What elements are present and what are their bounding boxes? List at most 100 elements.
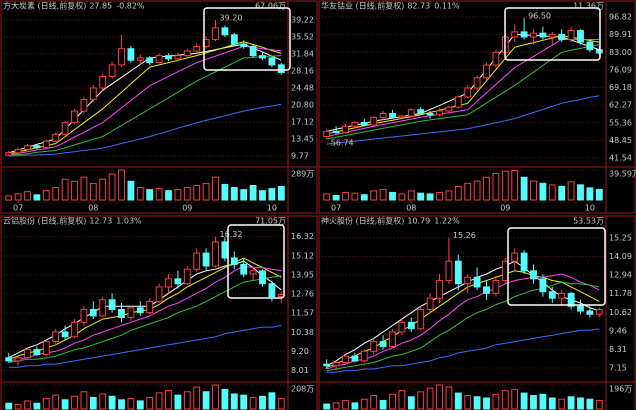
info-label: 71.05万 [255,217,286,226]
volume-bar [483,397,490,410]
volume-bar [464,395,472,410]
candle-body [108,299,116,310]
volume-bar [174,189,182,201]
candle-body [332,130,340,134]
y-tick-label: 48.45 [609,136,632,145]
volume-bar [436,384,443,410]
stock-title: 神火股份 (日线,前复权) [321,216,404,226]
candle-body [323,363,331,367]
moving-average [8,55,282,156]
candle-body [221,27,229,36]
highlight-box [507,227,606,306]
price-change: 0.11% [434,2,460,11]
candle-body [483,64,490,79]
volume-bar [492,172,500,201]
candle-body [548,33,556,38]
candle-body [193,252,201,270]
candle-body [80,308,88,323]
candle-body [332,362,340,367]
candle-body [445,260,453,281]
volume-bar [445,190,453,201]
volume-bar [212,384,219,410]
candle-body [259,270,266,285]
candle-body [436,110,443,116]
y-tick-label: 8.31 [609,345,627,354]
volume-bar [567,181,575,201]
candle-body [174,278,182,285]
candle-body [61,331,69,338]
volume-bar [548,184,556,201]
volume-bar [586,187,594,201]
candle-body [89,308,97,317]
last-price: 12.73 [89,217,112,226]
candle-body [558,292,566,299]
volume-bar [379,399,387,410]
candle-body [212,241,219,267]
volume-bar [492,393,500,410]
candle-body [136,57,144,61]
volume-bar [595,399,603,410]
candle-body [202,38,210,47]
candle-body [389,113,396,118]
y-tick-label: 69.18 [609,83,632,92]
panel-frame [0,0,318,214]
stock-panel: 华友钴业 (日线,前复权) 82.73 0.11% 11.36万 96.82 89.91 8… [318,0,636,214]
y-tick-label: 10.38 [291,328,314,337]
info-label: 11.36万 [573,2,604,11]
y-tick-label: 41.54 [609,154,632,163]
volume-bar [71,395,78,410]
candle-body [212,27,219,40]
volume-bar [464,182,472,201]
candle-body [277,64,285,74]
volume-bar [539,393,547,410]
moving-average [8,265,282,362]
volume-bar [332,402,340,410]
volume-bar [426,387,434,410]
volume-bar [5,402,13,410]
volume-bar [351,192,359,201]
candle-body [240,43,248,47]
volume-bar [398,193,406,201]
y-tick-label: 96.82 [609,13,632,22]
volume-bar [61,399,69,410]
stock-panel: 云铝股份 (日线,前复权) 12.73 1.03% 71.05万 16.32 15.12 1… [0,215,318,410]
candle-body [183,268,191,285]
candle-body [577,30,584,43]
y-tick-label: 10.62 [609,308,632,317]
volume-bar [14,403,22,410]
info-label: 67.06万 [255,2,286,11]
volume-bar [136,187,144,201]
candle-body [398,115,406,118]
candle-body [351,121,359,127]
candle-body [398,321,406,333]
highlight-box [504,7,601,61]
stock-title: 方大炭素 (日线,前复权) [3,1,86,11]
candle-body [183,50,191,57]
candle-body [445,106,453,112]
volume-bar [398,390,406,410]
candle-body [351,355,359,362]
volume-bar [323,403,331,410]
volume-bar [577,184,584,201]
volume-bar [417,391,425,410]
high-annotation: 96.50 [528,11,551,20]
candle-body [473,276,481,288]
candle-body [407,321,415,330]
candle-body [118,48,125,66]
candle-body [595,309,603,315]
candle-body [370,116,378,126]
volume-bar [323,193,331,201]
candle-body [454,96,462,108]
volume-bar [501,390,509,410]
volume-bar [89,396,97,410]
volume-bar [118,399,125,410]
candle-body [577,305,584,312]
volume-bar [407,396,415,410]
candle-body [5,152,13,156]
moving-average [326,39,600,137]
volume-tick-label: 208万 [291,385,314,394]
candle-body [417,308,425,330]
volume-bar [80,391,88,410]
y-tick-label: 16.32 [291,232,314,241]
candle-body [492,51,500,66]
